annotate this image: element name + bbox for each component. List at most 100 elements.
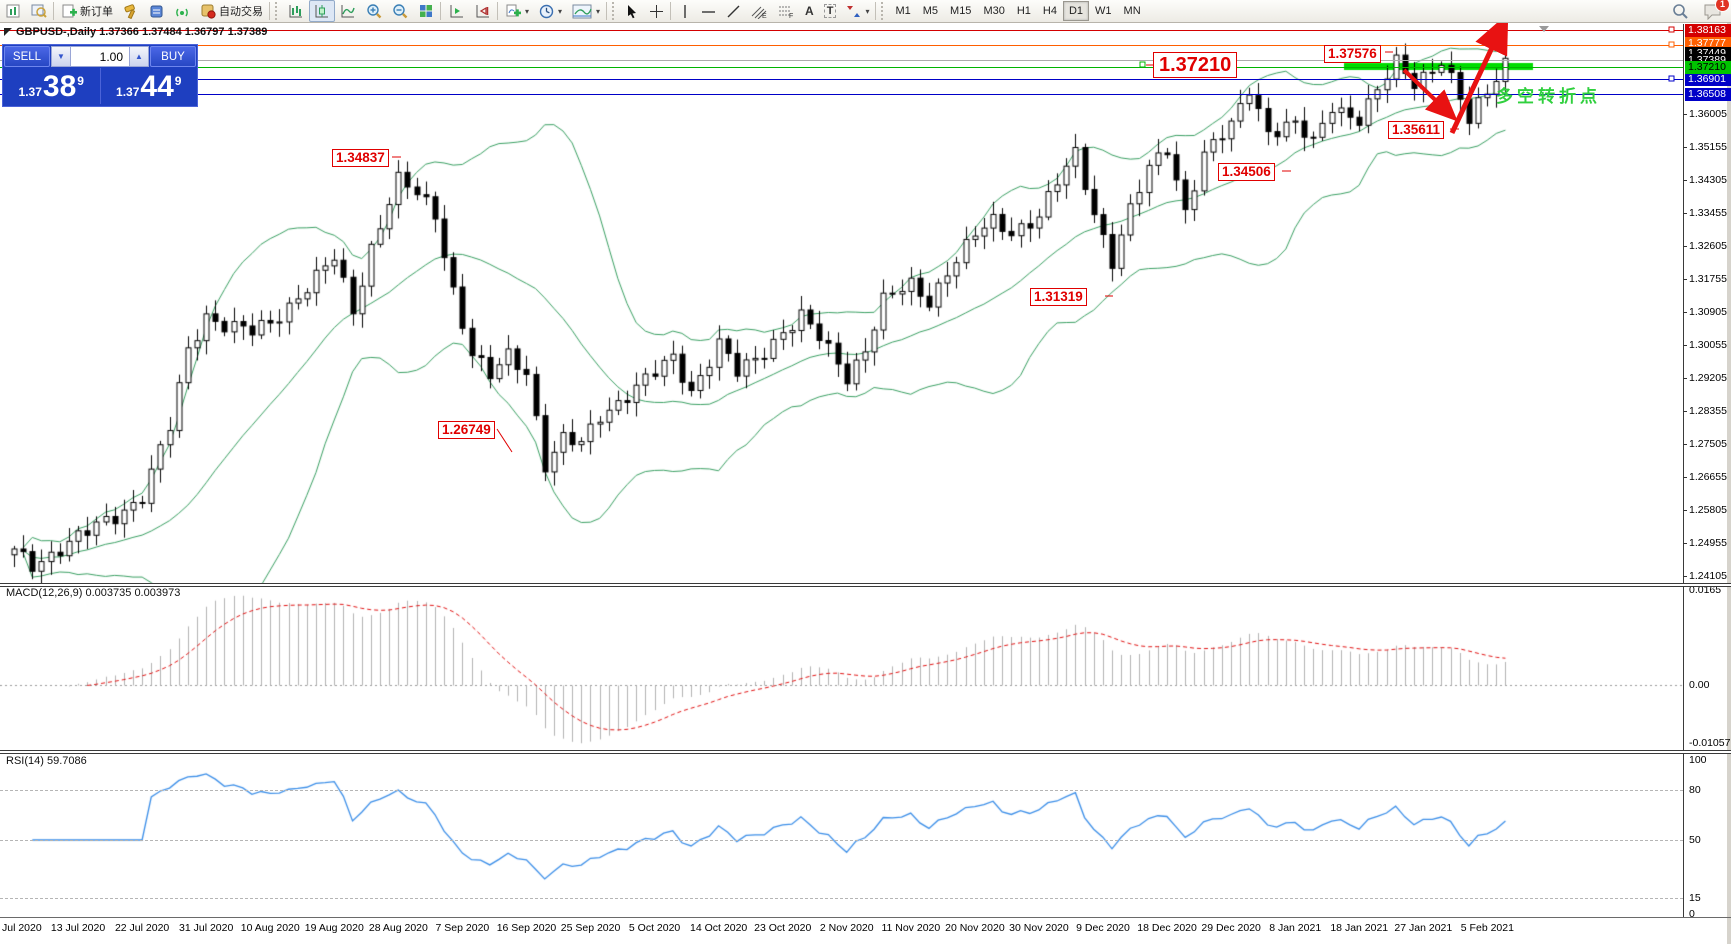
auto-scroll-button[interactable] [470, 0, 496, 22]
fibonacci-icon: F [779, 6, 793, 19]
date-label-12: 23 Oct 2020 [754, 922, 812, 934]
algo-trading-button[interactable]: 自动交易 [195, 0, 268, 22]
bar-chart-button[interactable] [283, 0, 309, 22]
buy-price-small: 1.37 [116, 85, 140, 99]
periods-button[interactable]: ▾ [534, 0, 567, 22]
bar-chart-icon [289, 5, 302, 18]
add-indicator-button[interactable]: ▾ [501, 0, 534, 22]
buy-price-sup: 9 [174, 74, 182, 88]
annotation-jan-low[interactable]: 1.34506 [1218, 163, 1275, 181]
tick-mark [1683, 213, 1687, 215]
one-click-trading: SELL ▼ ▲ BUY 1.37389 1.37449 [2, 44, 198, 107]
tile-windows-button[interactable] [413, 0, 439, 22]
trendline-tool-button[interactable] [721, 0, 746, 22]
fibonacci-tool-button[interactable]: F [773, 0, 800, 22]
rsi-level-15 [0, 898, 1683, 899]
shapes-tool-button[interactable]: ▾ [841, 0, 874, 22]
hline-1.36508[interactable] [0, 94, 1683, 95]
chart-corner-icon[interactable] [4, 28, 12, 36]
rsi-tick-100: 100 [1689, 754, 1707, 766]
channel-tool-button[interactable]: E [746, 0, 773, 22]
sell-price[interactable]: 1.37 38 9 [3, 68, 101, 104]
date-label-2: 22 Jul 2020 [114, 922, 170, 934]
label-tool-button[interactable]: T [819, 0, 842, 22]
text-tool-icon: A [805, 4, 814, 18]
hline-1.36901[interactable] [0, 79, 1683, 80]
annotation-top-level[interactable]: 1.37576 [1324, 45, 1381, 63]
timeframe-m30[interactable]: M30 [983, 5, 1005, 17]
macd-pane-divider[interactable] [0, 583, 1731, 587]
sell-price-big: 38 [42, 70, 77, 103]
rsi-label: RSI(14) 59.7086 [6, 755, 87, 767]
cursor-icon [628, 4, 637, 18]
volume-up-button[interactable]: ▲ [129, 46, 149, 67]
timeframe-w1[interactable]: W1 [1095, 5, 1112, 17]
vline-tool-button[interactable] [674, 0, 696, 22]
crosshair-tool-button[interactable] [644, 0, 669, 22]
price-tick-1.34305: 1.34305 [1689, 174, 1727, 187]
hline-1.38163[interactable] [0, 30, 1683, 31]
volume-input[interactable] [71, 46, 129, 67]
zoom-out-icon [393, 4, 408, 19]
timeframe-h1[interactable]: H1 [1016, 5, 1031, 17]
timeframe-m5[interactable]: M5 [922, 5, 939, 17]
buy-button[interactable]: BUY [150, 46, 196, 67]
notifications-button[interactable]: 1 [1703, 0, 1730, 20]
rsi-pane-divider[interactable] [0, 750, 1731, 754]
price-label-green: 1.37210 [1685, 61, 1731, 74]
hline-1.37777[interactable] [0, 45, 1683, 46]
signals-button[interactable] [169, 0, 195, 22]
annotation-key-level[interactable]: 1.37210 [1153, 52, 1238, 78]
tick-mark [1683, 180, 1687, 182]
timeframe-m1[interactable]: M1 [895, 5, 911, 17]
cn-note[interactable]: 多空转折点 [1496, 87, 1601, 106]
annotation-sep-low[interactable]: 1.26749 [438, 421, 495, 439]
price-axis[interactable] [1683, 24, 1684, 918]
chart-shift-button[interactable] [444, 0, 470, 22]
date-label-15: 20 Nov 2020 [945, 922, 1005, 934]
price-label-orange: 1.37777 [1685, 37, 1731, 50]
date-label-21: 18 Jan 2021 [1330, 922, 1389, 934]
annotation-aug-high[interactable]: 1.34837 [332, 149, 389, 167]
sell-button[interactable]: SELL [4, 46, 50, 67]
timeframe-group: M1 M5 M15 M30 H1 H4 D1 W1 MN [889, 1, 1146, 21]
hline-tool-button[interactable] [696, 0, 721, 22]
timeframe-h4[interactable]: H4 [1042, 5, 1057, 17]
volume-down-button[interactable]: ▼ [51, 46, 71, 67]
macd-label: MACD(12,26,9) 0.003735 0.003973 [6, 587, 181, 599]
rsi-level-50 [0, 840, 1683, 841]
tick-mark [1683, 279, 1687, 281]
chart-shift-marker [1539, 26, 1549, 32]
price-tick-1.28355: 1.28355 [1689, 405, 1727, 418]
date-label-19: 29 Dec 2020 [1201, 922, 1261, 934]
annotation-pull-low[interactable]: 1.35611 [1388, 121, 1445, 139]
annotation-dec-low[interactable]: 1.31319 [1030, 288, 1087, 306]
hline-1.37210[interactable] [0, 67, 1683, 68]
new-chart-button[interactable] [0, 0, 26, 22]
line-chart-button[interactable] [335, 0, 361, 22]
timeframe-mn[interactable]: MN [1123, 5, 1141, 17]
algo-trading-icon [201, 4, 216, 19]
cursor-tool-button[interactable] [620, 0, 644, 22]
new-order-button[interactable]: 新订单 [57, 0, 118, 22]
templates-button[interactable]: ▾ [567, 0, 605, 22]
history-center-button[interactable] [144, 0, 169, 22]
tick-mark [1683, 378, 1687, 380]
timeframe-d1[interactable]: D1 [1062, 1, 1090, 21]
search-button[interactable] [1672, 3, 1689, 20]
candlestick-chart-button[interactable] [309, 0, 335, 22]
new-order-label: 新订单 [80, 6, 113, 18]
text-tool-button[interactable]: A [800, 0, 819, 22]
timeframe-m15[interactable]: M15 [950, 5, 972, 17]
algo-trading-label: 自动交易 [219, 6, 263, 18]
date-label-0: Jul 2020 [2, 922, 42, 934]
trade-tool-button[interactable] [118, 0, 144, 22]
chart-profiles-button[interactable] [26, 0, 52, 22]
zoom-out-button[interactable] [387, 0, 413, 22]
date-label-17: 9 Dec 2020 [1076, 922, 1130, 934]
zoom-in-button[interactable] [361, 0, 387, 22]
buy-price[interactable]: 1.37 44 9 [101, 68, 198, 104]
tick-mark [1683, 543, 1687, 545]
